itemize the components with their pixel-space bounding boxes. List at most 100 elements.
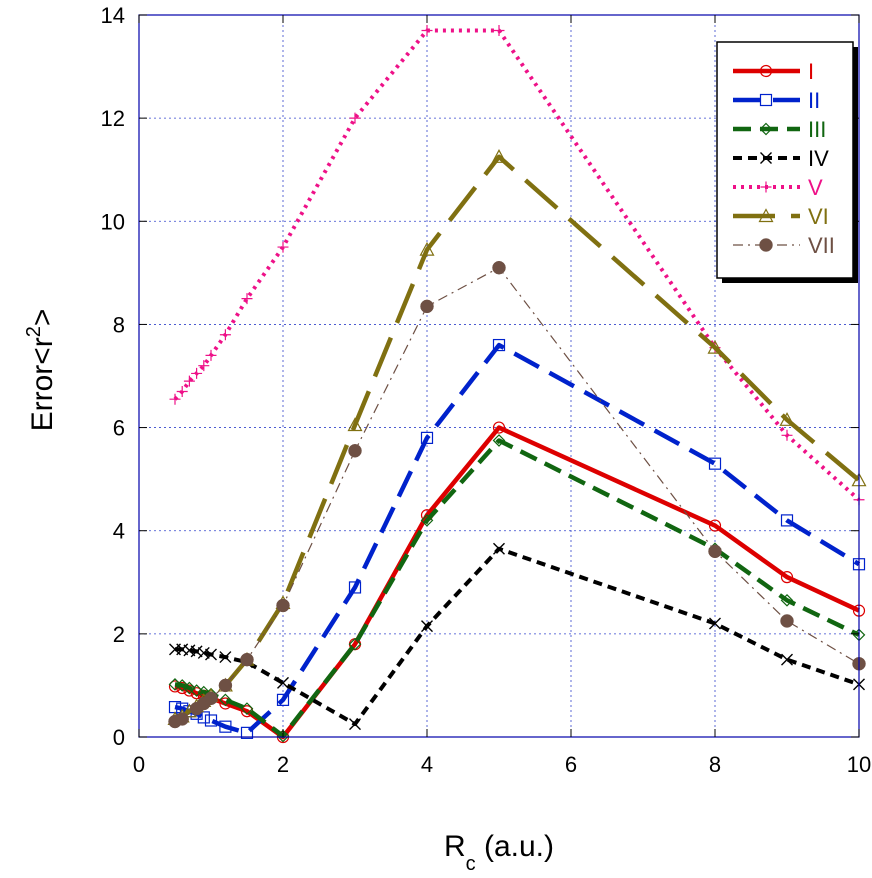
y-axis-title-end: > [26,309,59,327]
legend-marker-iv [760,152,772,164]
legend-marker-i [759,64,773,78]
legend-entry-vii: VII [733,233,835,258]
data-point-ii [204,714,218,727]
data-point-v [781,429,793,441]
data-point-iii [780,593,794,607]
data-point-v [169,393,181,405]
data-point-vii [204,691,218,706]
x-axis-title: Rc (a.u.) [444,830,554,875]
data-point-vii [218,678,233,693]
data-point-iii [240,702,254,715]
y-tick-label: 8 [113,312,125,337]
data-point-vi [491,149,507,163]
series-lines [167,24,867,744]
data-point-iv [219,651,232,664]
data-point-ii [348,581,362,594]
data-point-ii [276,693,290,706]
data-point-iv [781,653,793,666]
data-point-i [708,519,722,532]
data-point-ii [780,514,794,527]
data-point-iii [348,637,362,651]
legend-label-ii: II [808,88,820,113]
data-point-iii [420,514,434,527]
legend-entry-v: V [733,175,823,200]
plot-frame [138,14,860,738]
series-vii [168,260,866,729]
data-point-vii [240,652,254,667]
data-point-i [780,571,794,584]
data-point-ii [240,726,254,739]
data-point-v [421,24,433,36]
legend-label-v: V [808,175,823,200]
y-tick-label: 12 [101,106,125,131]
y-axis-title-superscript: 2 [23,326,45,337]
data-point-iv [421,620,433,633]
axis-ticks: 0 2 4 6 8 10 0 2 4 6 8 10 12 14 [101,3,872,777]
data-point-iii [190,684,203,697]
data-point-iii [175,679,189,692]
data-point-vi [779,412,795,426]
series-iv [169,542,865,731]
data-point-ii [420,431,434,444]
data-point-v [493,24,505,36]
data-point-vii [175,712,189,726]
y-tick-label: 14 [101,3,125,28]
y-axis-title-main: Error<r [26,337,59,431]
x-axis-title-units: (a.u.) [476,830,554,863]
y-tick-label: 0 [113,725,125,750]
y-tick-label: 4 [113,519,125,544]
data-point-vii [780,614,794,628]
legend-marker-vi [758,208,774,223]
data-point-ii [492,338,506,352]
data-point-v [219,329,231,341]
x-tick-label: 8 [709,752,721,777]
x-tick-label: 6 [565,752,577,777]
data-point-vi [707,339,723,354]
y-tick-label: 6 [113,416,125,441]
y-axis-title: Error<r2> [23,309,59,432]
data-point-vii [276,598,290,613]
data-point-vi [347,417,363,432]
data-point-v [191,367,203,379]
legend-entry-i: I [733,59,814,84]
x-tick-label: 10 [847,752,871,777]
legend-label-vii: VII [808,233,835,258]
y-tick-label: 2 [113,622,125,647]
legend-marker-ii [759,93,773,107]
legend-label-iv: IV [808,146,829,171]
data-point-v [349,112,361,124]
series-line-v [173,28,861,502]
data-point-iv [349,718,361,731]
data-point-vi [419,241,435,256]
data-point-iv [277,676,289,689]
data-point-vii [348,444,362,458]
legend-entry-vi: VI [733,204,829,229]
legend-entry-ii: II [733,88,820,113]
data-point-v [183,375,195,387]
data-point-iv [709,617,721,630]
data-point-iii [276,729,290,743]
data-point-iii [492,434,506,447]
legend-entry-iii: III [733,117,826,142]
data-point-v [176,385,188,397]
x-axis-title-main: R [444,830,466,863]
series-v [169,24,865,506]
legend-entry-iv: IV [733,146,829,171]
legend-label-i: I [808,59,814,84]
y-tick-label: 10 [101,209,125,234]
data-point-iv [205,648,217,661]
data-point-iv [190,645,203,658]
data-point-iv [197,646,210,659]
x-tick-label: 0 [133,752,145,777]
legend-marker-vii [759,238,773,252]
data-point-v [205,349,217,361]
legend-marker-iii [759,122,773,136]
series-line-iii [174,438,860,739]
data-point-vii [708,544,722,559]
data-point-i [183,684,196,697]
legend-label-iii: III [808,117,826,142]
x-tick-label: 2 [277,752,289,777]
x-tick-label: 4 [421,752,433,777]
legend-marker-v [760,181,772,193]
data-point-v [277,241,289,253]
